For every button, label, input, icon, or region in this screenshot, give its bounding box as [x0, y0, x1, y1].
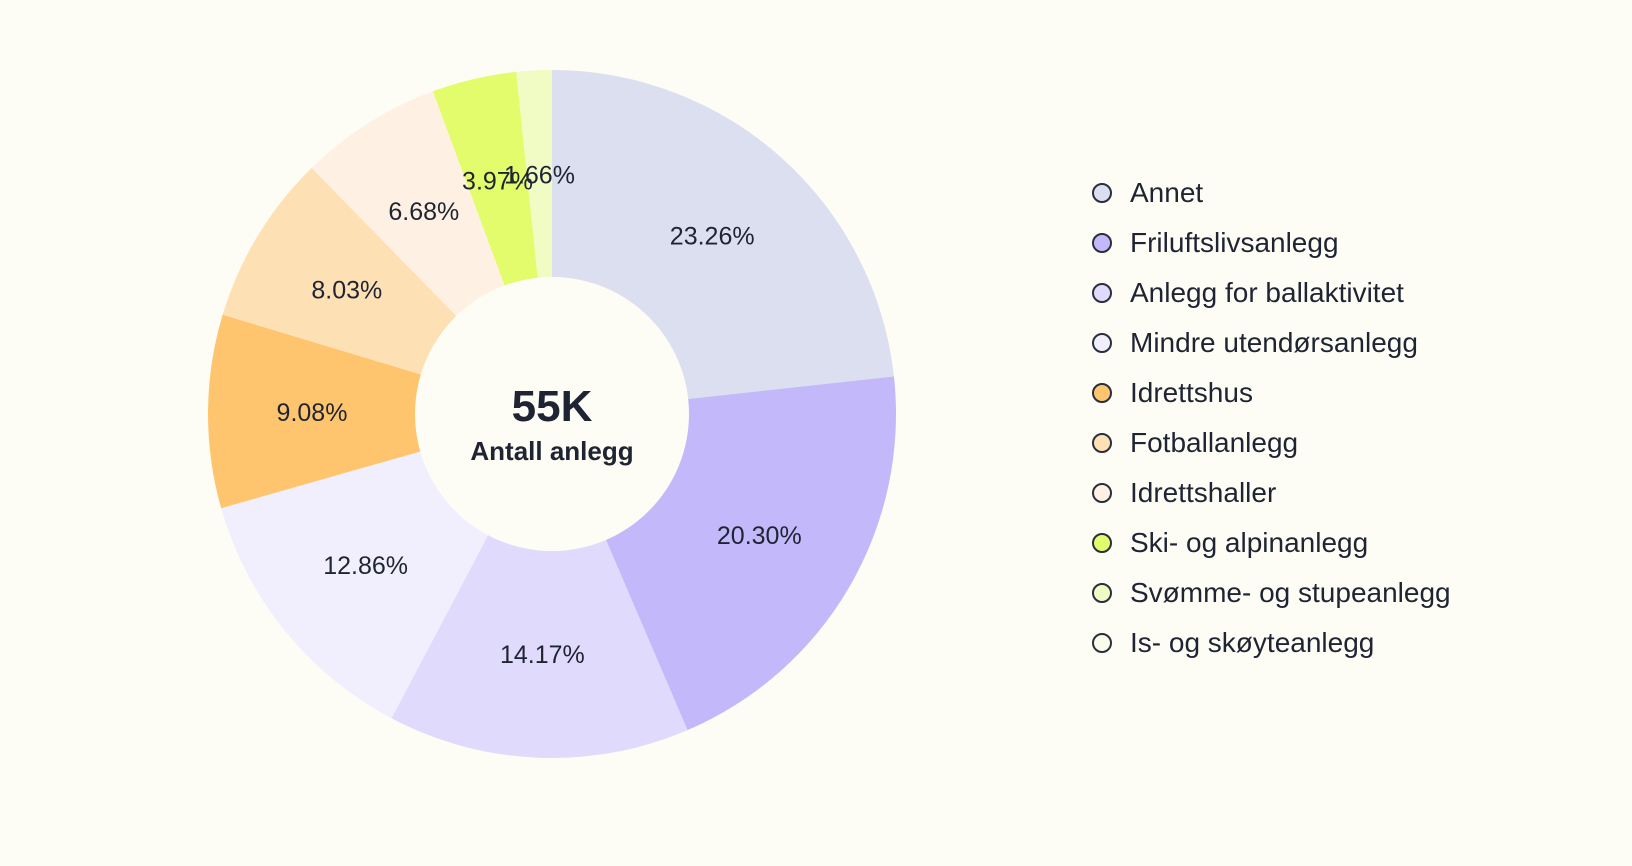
legend-swatch-icon	[1092, 183, 1112, 203]
slice-label-anlegg-for-ballaktivitet: 14.17%	[500, 641, 585, 669]
legend-item-friluftslivsanlegg[interactable]: Friluftslivsanlegg	[1092, 218, 1451, 268]
slice-label-friluftslivsanlegg: 20.30%	[717, 522, 802, 550]
legend-swatch-icon	[1092, 533, 1112, 553]
slice-idrettshus[interactable]	[207, 314, 552, 509]
legend-label: Fotballanlegg	[1130, 427, 1299, 458]
legend-swatch-icon	[1092, 333, 1112, 353]
legend-label: Anlegg for ballaktivitet	[1130, 277, 1404, 308]
legend-item-ski-og-alpinanlegg[interactable]: Ski- og alpinanlegg	[1092, 518, 1451, 568]
legend-label: Idrettshus	[1130, 377, 1253, 408]
slice-label-idrettshaller: 6.68%	[388, 198, 459, 226]
center-caption: Antall anlegg	[470, 436, 633, 466]
chart-legend: Annet Friluftslivsanlegg Anlegg for ballak…	[1092, 168, 1451, 668]
legend-swatch-icon	[1092, 383, 1112, 403]
legend-label: Mindre utendørsanlegg	[1130, 327, 1418, 358]
legend-item-annet[interactable]: Annet	[1092, 168, 1451, 218]
legend-swatch-icon	[1092, 283, 1112, 303]
legend-label: Ski- og alpinanlegg	[1130, 527, 1369, 558]
legend-item-is-og-skoyteanlegg[interactable]: Is- og skøyteanlegg	[1092, 618, 1451, 668]
slice-label-svomme-og-stupeanlegg: 1.66%	[504, 161, 575, 189]
legend-label: Friluftslivsanlegg	[1130, 227, 1339, 258]
legend-swatch-icon	[1092, 633, 1112, 653]
slice-anlegg-for-ballaktivitet[interactable]	[391, 414, 688, 759]
legend-label: Svømme- og stupeanlegg	[1130, 577, 1451, 608]
legend-swatch-icon	[1092, 483, 1112, 503]
slice-labels-layer: 23.26% 20.30% 14.17% 12.86% 9.08% 8.03% 6.68%3…	[277, 161, 802, 669]
slice-label-mindre-utendorsanlegg: 12.86%	[323, 552, 408, 580]
legend-item-idrettshus[interactable]: Idrettshus	[1092, 368, 1451, 418]
center-total-value: 55K	[512, 382, 593, 431]
legend-swatch-icon	[1092, 233, 1112, 253]
legend-item-fotballanlegg[interactable]: Fotballanlegg	[1092, 418, 1451, 468]
donut-hole	[415, 277, 689, 551]
legend-swatch-icon	[1092, 433, 1112, 453]
legend-item-idrettshaller[interactable]: Idrettshaller	[1092, 468, 1451, 518]
slice-label-ski-og-alpinanlegg: 3.97%	[462, 167, 533, 195]
legend-label: Idrettshaller	[1130, 477, 1277, 508]
slice-label-idrettshus: 9.08%	[277, 399, 348, 427]
slice-label-fotballanlegg: 8.03%	[311, 277, 382, 305]
legend-item-anlegg-for-ballaktivitet[interactable]: Anlegg for ballaktivitet	[1092, 268, 1451, 318]
legend-label: Is- og skøyteanlegg	[1130, 627, 1375, 658]
legend-item-svomme-og-stupeanlegg[interactable]: Svømme- og stupeanlegg	[1092, 568, 1451, 618]
legend-label: Annet	[1130, 177, 1204, 208]
slice-label-annet: 23.26%	[670, 222, 755, 250]
legend-item-mindre-utendorsanlegg[interactable]: Mindre utendørsanlegg	[1092, 318, 1451, 368]
legend-swatch-icon	[1092, 583, 1112, 603]
